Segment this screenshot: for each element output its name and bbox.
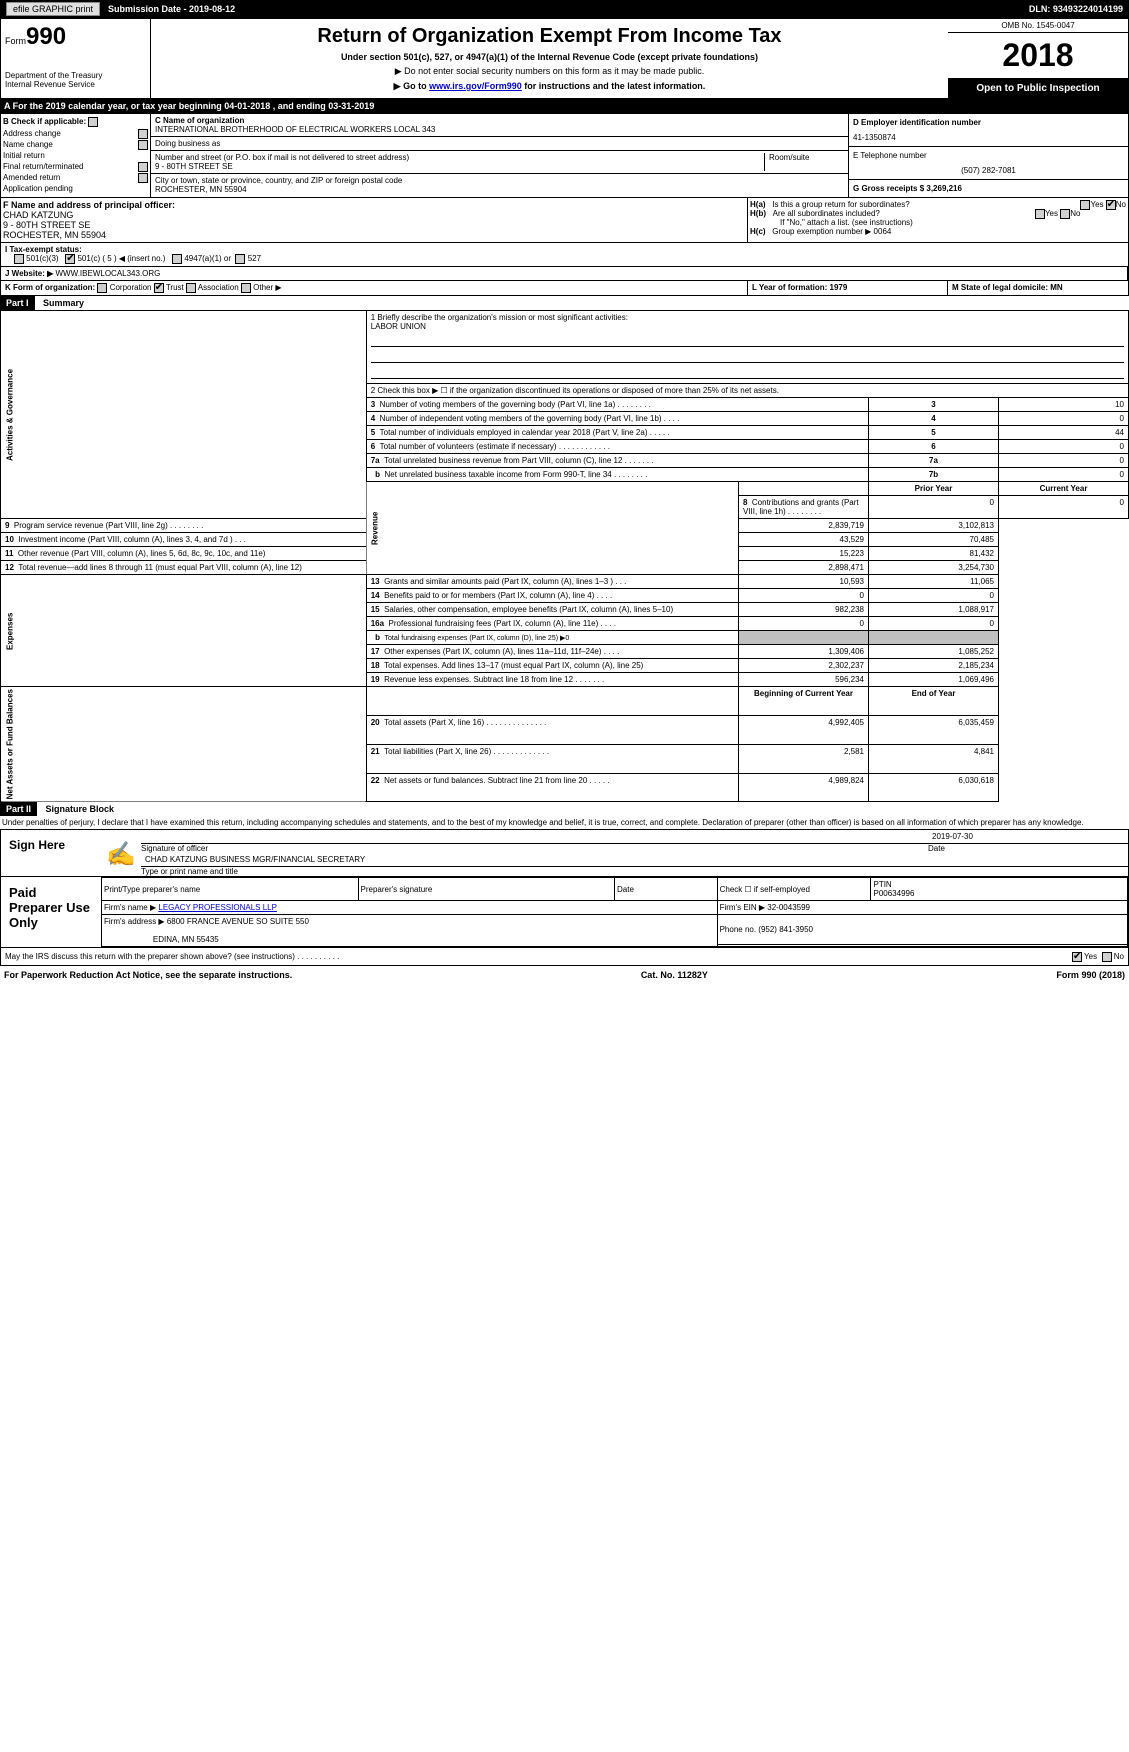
subtitle: Under section 501(c), 527, or 4947(a)(1)… — [157, 52, 942, 62]
page-footer: For Paperwork Reduction Act Notice, see … — [0, 966, 1129, 984]
vert-net: Net Assets or Fund Balances — [1, 687, 367, 802]
note2-suffix: for instructions and the latest informat… — [522, 81, 706, 91]
ein-value: 41-1350874 — [853, 133, 1124, 142]
e-label: E Telephone number — [853, 151, 1124, 160]
city-label: City or town, state or province, country… — [155, 176, 844, 185]
sign-here: Sign Here — [1, 830, 101, 876]
footer-right: Form 990 (2018) — [1056, 970, 1125, 980]
section-f-h: F Name and address of principal officer:… — [0, 198, 1129, 243]
form-prefix: Form — [5, 36, 26, 46]
submission-date: Submission Date - 2019-08-12 — [108, 4, 235, 14]
opt-amended: Amended return — [3, 172, 148, 183]
firm-addr1: 6800 FRANCE AVENUE SO SUITE 550 — [167, 917, 309, 926]
note1: ▶ Do not enter social security numbers o… — [157, 66, 942, 77]
hc-label: H(c) — [750, 227, 766, 236]
footer-left: For Paperwork Reduction Act Notice, see … — [4, 970, 292, 980]
ptin: P00634996 — [873, 889, 914, 898]
c-label: C Name of organization — [155, 116, 844, 125]
row-13: 13 Grants and similar amounts paid (Part… — [366, 575, 738, 589]
firm-ein: 32-0043599 — [767, 903, 810, 912]
line1-value: LABOR UNION — [371, 322, 1124, 331]
opt-initial: Initial return — [3, 150, 148, 161]
omb: OMB No. 1545-0047 — [948, 19, 1128, 33]
hb-text: Are all subordinates included? — [773, 209, 880, 218]
opt-address-change: Address change — [3, 128, 148, 139]
hb-label: H(b) — [750, 209, 766, 218]
vert-gov: Activities & Governance — [1, 311, 367, 519]
date-label: Date — [928, 844, 1128, 853]
name-title-label: Type or print name and title — [141, 867, 1128, 876]
prep-sig-label: Preparer's signature — [358, 878, 615, 901]
vert-exp: Expenses — [1, 575, 367, 687]
form-header: Form990 Department of the Treasury Inter… — [0, 18, 1129, 99]
g-label: G Gross receipts $ 3,269,216 — [853, 184, 1124, 193]
form990-link[interactable]: www.irs.gov/Form990 — [429, 81, 522, 91]
line1-label: 1 Briefly describe the organization's mi… — [371, 313, 1124, 322]
tax-year: 2018 — [948, 33, 1128, 79]
irs: Internal Revenue Service — [5, 80, 146, 89]
website: WWW.IBEWLOCAL343.ORG — [55, 269, 160, 278]
open-public: Open to Public Inspection — [948, 79, 1128, 98]
firm-name[interactable]: LEGACY PROFESSIONALS LLP — [158, 903, 277, 912]
firm-addr2: EDINA, MN 55435 — [153, 935, 219, 944]
footer-center: Cat. No. 11282Y — [641, 970, 708, 980]
hc-text: Group exemption number ▶ 0064 — [772, 227, 891, 236]
form-number: 990 — [26, 23, 66, 50]
vert-rev: Revenue — [366, 482, 738, 575]
l-label: L Year of formation: 1979 — [752, 283, 847, 292]
room-label: Room/suite — [764, 153, 844, 171]
opt-name-change: Name change — [3, 139, 148, 150]
phone-value: (507) 282-7081 — [853, 166, 1124, 175]
f-label: F Name and address of principal officer: — [3, 200, 745, 210]
opt-pending: Application pending — [3, 183, 148, 194]
d-label: D Employer identification number — [853, 118, 1124, 127]
opt-final: Final return/terminated — [3, 161, 148, 172]
officer-addr1: 9 - 80TH STREET SE — [3, 220, 745, 230]
section-i: I Tax-exempt status: 501(c)(3) 501(c) ( … — [0, 243, 1129, 267]
hb-note: If "No," attach a list. (see instruction… — [750, 218, 1126, 227]
section-a: A For the 2019 calendar year, or tax yea… — [0, 99, 1129, 113]
check-self: Check ☐ if self-employed — [717, 878, 871, 901]
main-title: Return of Organization Exempt From Incom… — [157, 25, 942, 48]
officer-name-title: CHAD KATZUNG BUSINESS MGR/FINANCIAL SECR… — [141, 853, 1128, 867]
ha-text: Is this a group return for subordinates? — [772, 200, 909, 209]
top-bar: efile GRAPHIC print Submission Date - 20… — [0, 0, 1129, 18]
part1-header: Part I Summary — [0, 296, 1129, 310]
summary-table: Activities & Governance 1 Briefly descri… — [0, 310, 1129, 802]
dba-label: Doing business as — [155, 139, 844, 148]
addr-label: Number and street (or P.O. box if mail i… — [155, 153, 764, 162]
section-b-label: B Check if applicable: — [3, 116, 148, 128]
prep-name-label: Print/Type preparer's name — [102, 878, 359, 901]
city-value: ROCHESTER, MN 55904 — [155, 185, 844, 194]
section-j-hc: J Website: ▶ WWW.IBEWLOCAL343.ORG — [0, 267, 1129, 281]
m-label: M State of legal domicile: MN — [952, 283, 1063, 292]
phone: Phone no. (952) 841-3950 — [717, 915, 1127, 945]
paid-preparer: Paid Preparer Use Only — [1, 877, 101, 947]
ha-label: H(a) — [750, 200, 766, 209]
identification-section: B Check if applicable: Address change Na… — [0, 113, 1129, 198]
dept: Department of the Treasury — [5, 71, 146, 80]
line2: 2 Check this box ▶ ☐ if the organization… — [366, 384, 1128, 398]
org-name: INTERNATIONAL BROTHERHOOD OF ELECTRICAL … — [155, 125, 844, 134]
addr-value: 9 - 80TH STREET SE — [155, 162, 764, 171]
dln: DLN: 93493224014199 — [1029, 4, 1123, 14]
efile-btn[interactable]: efile GRAPHIC print — [6, 2, 100, 16]
perjury-text: Under penalties of perjury, I declare th… — [0, 816, 1129, 829]
signature-section: Sign Here ✍ Signature of officer 2019-07… — [0, 829, 1129, 966]
sig-date: 2019-07-30 — [928, 830, 1128, 844]
note2-prefix: ▶ Go to — [394, 81, 429, 91]
sign-arrow-icon: ✍ — [101, 830, 141, 876]
sig-officer-label: Signature of officer — [141, 844, 928, 853]
officer-addr2: ROCHESTER, MN 55904 — [3, 230, 745, 240]
part2-header: Part II Signature Block — [0, 802, 1129, 816]
officer-name: CHAD KATZUNG — [3, 210, 745, 220]
discuss-row: May the IRS discuss this return with the… — [1, 948, 1128, 965]
section-k-l-m: K Form of organization: Corporation Trus… — [0, 281, 1129, 296]
prep-date-label: Date — [615, 878, 718, 901]
